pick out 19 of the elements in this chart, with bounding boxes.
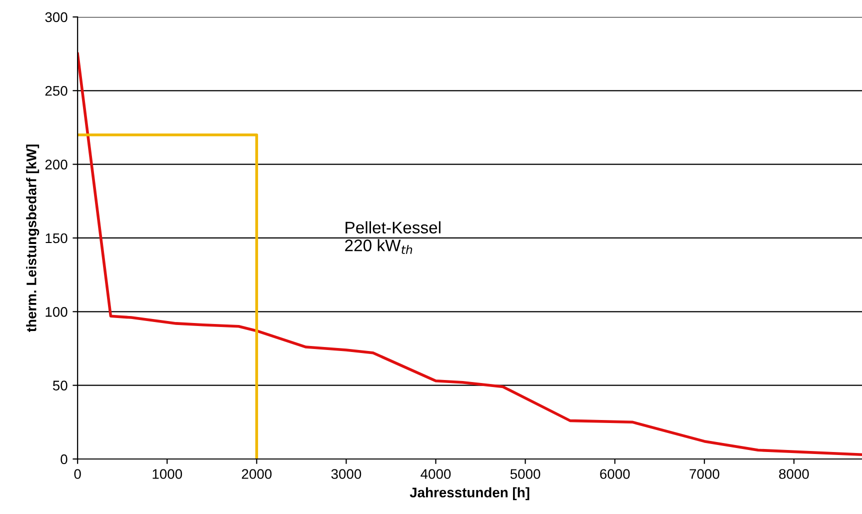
- x-tick-label: 3000: [331, 469, 362, 479]
- x-tick-label: 7000: [690, 469, 720, 479]
- y-axis-title: therm. Leistungsbedarf [kW]: [26, 144, 40, 332]
- x-axis-title: Jahresstunden [h]: [410, 487, 530, 500]
- y-tick-label: 0: [60, 454, 68, 464]
- x-tick-label: 5000: [510, 469, 540, 479]
- x-tick-label: 6000: [600, 469, 630, 479]
- x-tick-label: 0: [74, 469, 81, 479]
- y-tick-label: 150: [46, 233, 68, 244]
- x-tick-label: 8000: [779, 469, 809, 479]
- y-tick-label: 100: [46, 306, 68, 317]
- x-tick-label: 4000: [420, 469, 451, 479]
- y-tick-label: 250: [45, 86, 68, 96]
- y-tick-label: 300: [45, 12, 68, 22]
- y-tick-label: 50: [52, 380, 68, 390]
- x-tick-label: 1000: [152, 469, 182, 479]
- x-tick-label: 2000: [242, 469, 272, 479]
- annotation: Pellet-Kessel 220 kW$_{th}$: [345, 221, 440, 254]
- y-tick-label: 200: [45, 160, 68, 170]
